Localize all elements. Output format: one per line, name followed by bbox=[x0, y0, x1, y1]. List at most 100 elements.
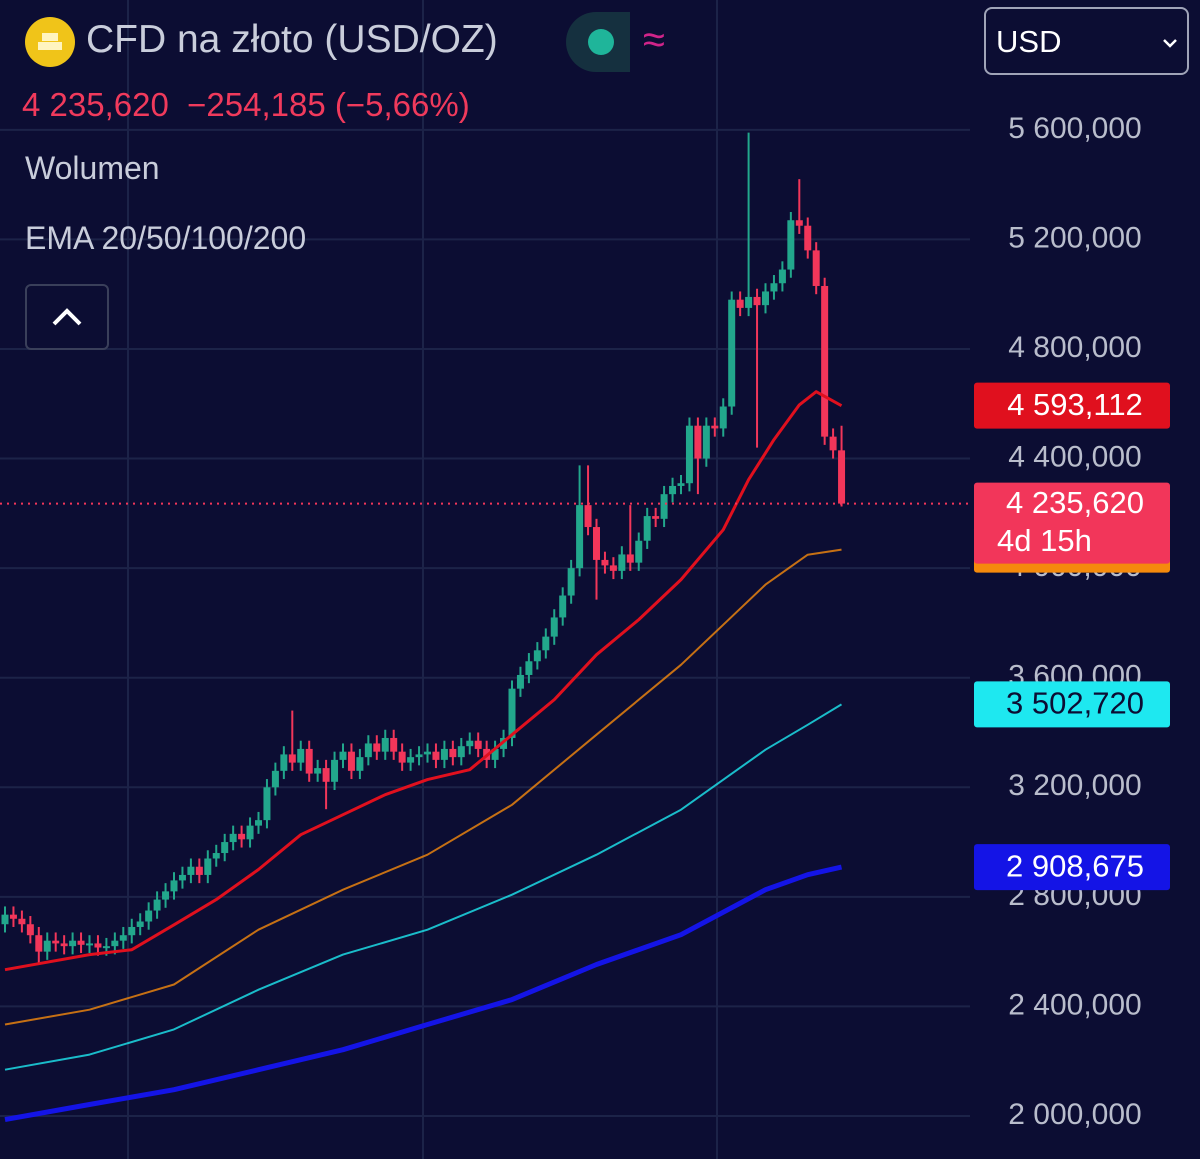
candle-body bbox=[1, 914, 9, 925]
ema-line bbox=[4, 703, 843, 1071]
dropdown-caret bbox=[1163, 39, 1177, 48]
candle-body bbox=[525, 661, 533, 675]
candle-body bbox=[204, 858, 212, 875]
collapse-button[interactable] bbox=[25, 284, 109, 350]
candle-body bbox=[86, 943, 93, 946]
countdown-label: 4d 15h bbox=[997, 523, 1092, 558]
candle-body bbox=[576, 505, 584, 569]
instrument-title: CFD na złoto (USD/OZ) bbox=[86, 18, 498, 61]
currency-select[interactable]: USD bbox=[984, 7, 1189, 75]
candle-body bbox=[238, 833, 246, 840]
candle-body bbox=[297, 748, 305, 763]
ema-indicator[interactable]: EMA 20/50/100/200 bbox=[25, 220, 307, 256]
candle-body bbox=[280, 754, 288, 771]
candle-body bbox=[305, 748, 313, 774]
candle-body bbox=[685, 425, 693, 484]
ema-line bbox=[4, 864, 843, 1123]
candle-body bbox=[26, 924, 34, 936]
candle-body bbox=[60, 943, 68, 947]
y-tick-label: 5 600,000 bbox=[1008, 112, 1141, 145]
candle-body bbox=[609, 565, 617, 571]
coin-icon bbox=[25, 17, 75, 67]
candle-body bbox=[711, 425, 719, 429]
candle-body bbox=[119, 935, 127, 941]
candle-body bbox=[491, 748, 499, 760]
chevron-up bbox=[52, 308, 82, 326]
candle-body bbox=[745, 296, 753, 308]
status-dot bbox=[588, 29, 614, 55]
candle-body bbox=[43, 940, 51, 952]
candle-body bbox=[542, 636, 550, 651]
candle-body bbox=[339, 751, 347, 760]
candle-body bbox=[829, 436, 837, 451]
candle-body bbox=[263, 787, 271, 821]
ema-value-box bbox=[974, 681, 1170, 728]
candle-body bbox=[508, 688, 516, 738]
candle-body bbox=[593, 527, 600, 560]
y-tick-label: 3 200,000 bbox=[1008, 769, 1141, 802]
candle-body bbox=[221, 842, 229, 854]
ema-value-label: 4 593,112 bbox=[1007, 387, 1143, 422]
candle-body bbox=[102, 946, 110, 949]
candle-body bbox=[635, 540, 643, 563]
candle-body bbox=[778, 269, 786, 284]
candle-body bbox=[466, 740, 474, 747]
ema-value-box bbox=[974, 382, 1170, 429]
candle-body bbox=[626, 554, 634, 563]
candle-body bbox=[271, 770, 279, 788]
candle-body bbox=[111, 940, 119, 947]
y-tick-label: 4 400,000 bbox=[1008, 440, 1141, 473]
candle-body bbox=[407, 757, 415, 763]
candle-body bbox=[821, 285, 829, 437]
candle-body bbox=[770, 283, 778, 292]
candle-body bbox=[660, 494, 668, 519]
candle-body bbox=[474, 740, 482, 749]
ema-line bbox=[4, 548, 842, 1026]
status-toggle[interactable] bbox=[566, 12, 630, 72]
candle-body bbox=[18, 918, 26, 925]
candle-body bbox=[618, 554, 626, 571]
candle-body bbox=[449, 748, 457, 758]
candle-body bbox=[559, 595, 567, 618]
candle-body bbox=[153, 899, 161, 911]
candle-body bbox=[288, 754, 296, 763]
candle-body bbox=[398, 751, 406, 763]
candle-body bbox=[812, 250, 820, 286]
candle-body bbox=[322, 768, 330, 782]
candle-body bbox=[170, 880, 178, 892]
candle-body bbox=[516, 674, 524, 689]
candle-body bbox=[69, 940, 77, 947]
candle-body bbox=[601, 559, 609, 566]
candle-body bbox=[9, 914, 17, 919]
candle-body bbox=[652, 516, 660, 519]
price-change: −254,185 (−5,66%) bbox=[187, 86, 470, 123]
y-tick-label: 5 200,000 bbox=[1008, 221, 1141, 254]
candle-body bbox=[246, 825, 254, 840]
candle-body bbox=[381, 737, 389, 752]
price-value: 4 235,620 bbox=[22, 86, 169, 123]
candle-body bbox=[643, 516, 651, 541]
last-price-box bbox=[974, 482, 1170, 564]
candle-body bbox=[762, 291, 769, 306]
last-price: 4 235,620 −254,185 (−5,66%) bbox=[22, 86, 470, 124]
candle-body bbox=[187, 866, 195, 875]
candle-body bbox=[567, 568, 575, 596]
candle-body bbox=[77, 940, 85, 945]
approx-icon: ≈ bbox=[643, 18, 665, 62]
ema-value-box bbox=[974, 844, 1170, 891]
volume-indicator[interactable]: Wolumen bbox=[25, 150, 160, 186]
candle-body bbox=[364, 743, 372, 758]
y-tick-label: 2 400,000 bbox=[1008, 988, 1141, 1021]
candle-body bbox=[314, 768, 322, 774]
candle-body bbox=[787, 220, 795, 270]
candle-body bbox=[331, 759, 339, 782]
candle-body bbox=[550, 617, 558, 637]
candle-body bbox=[753, 296, 761, 306]
candle-body bbox=[669, 485, 677, 495]
candle-body bbox=[694, 425, 702, 459]
candle-body bbox=[255, 820, 262, 826]
last-price-label: 4 235,620 bbox=[1006, 485, 1144, 520]
y-tick-label: 4 800,000 bbox=[1008, 331, 1141, 364]
candle-body bbox=[373, 743, 381, 752]
